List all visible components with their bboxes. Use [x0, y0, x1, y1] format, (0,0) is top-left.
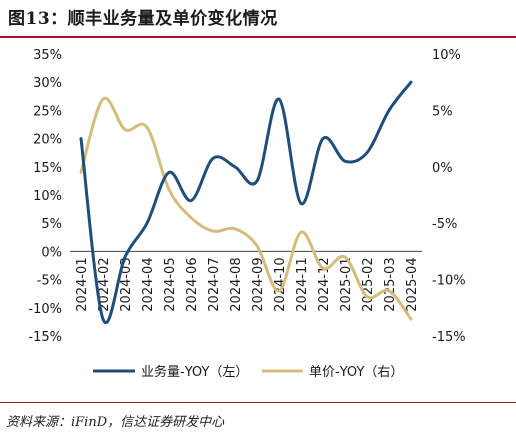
x-tick-label: 2024-09	[251, 257, 266, 311]
source-note: 资料来源：iFinD，信达证券研发中心	[6, 415, 225, 430]
left-tick-label: 10%	[33, 189, 62, 204]
right-tick-label: 10%	[432, 48, 461, 63]
left-tick-label: 5%	[41, 217, 62, 232]
x-tick-label: 2025-01	[339, 257, 354, 311]
x-tick-label: 2024-04	[141, 257, 156, 311]
x-tick-label: 2024-01	[75, 257, 90, 311]
x-tick-label: 2024-12	[317, 257, 332, 311]
x-tick-label: 2025-04	[405, 257, 420, 311]
x-tick-label: 2024-05	[163, 257, 178, 311]
series-layer	[79, 80, 413, 324]
title-rule	[0, 36, 516, 38]
x-tick-label: 2025-02	[361, 257, 376, 311]
x-tick-label: 2024-03	[119, 257, 134, 311]
x-tick-label: 2024-10	[273, 257, 288, 311]
left-tick-label: 35%	[33, 48, 62, 63]
x-tick-label: 2024-11	[295, 257, 310, 311]
left-tick-label: 20%	[33, 133, 62, 148]
x-tick-label: 2024-06	[185, 257, 200, 311]
right-axis: -15% -10% -5% 0% 5% 10%	[432, 48, 466, 345]
legend-label: 单价-YOY（右）	[309, 365, 403, 380]
source-rule	[0, 402, 516, 403]
right-tick-label: -5%	[432, 217, 457, 232]
left-tick-label: -15%	[28, 330, 62, 345]
right-tick-label: 5%	[432, 104, 453, 119]
right-tick-label: -15%	[432, 330, 466, 345]
x-tick-label: 2024-08	[229, 257, 244, 311]
series-line-volume-yoy	[79, 80, 413, 324]
left-axis: -15% -10% -5% 0% 5% 10% 15% 20% 25% 30% 35%	[28, 48, 62, 345]
left-tick-label: -5%	[37, 274, 62, 289]
left-tick-label: 15%	[33, 161, 62, 176]
left-tick-label: 25%	[33, 104, 62, 119]
right-tick-label: 0%	[432, 161, 453, 176]
chart-title: 图13：顺丰业务量及单价变化情况	[8, 9, 278, 29]
x-tick-label: 2024-02	[97, 257, 112, 311]
line-chart: -15%-10%-5%0%5%10%15%20%25%30%35% -15%-1…	[28, 48, 466, 380]
legend-label: 业务量-YOY（左）	[141, 364, 248, 380]
left-tick-label: 30%	[33, 76, 62, 91]
series-line-price-yoy	[79, 96, 413, 321]
legend: 业务量-YOY（左） 单价-YOY（右）	[93, 364, 403, 380]
x-tick-label: 2025-03	[383, 257, 398, 311]
left-tick-label: -10%	[28, 302, 62, 317]
x-tick-label: 2024-07	[207, 257, 222, 311]
x-axis: 2024-01 2024-02 2024-03 2024-04 2024-05 2024-…	[75, 257, 420, 311]
right-tick-label: -10%	[432, 274, 466, 289]
left-tick-label: 0%	[41, 245, 62, 260]
